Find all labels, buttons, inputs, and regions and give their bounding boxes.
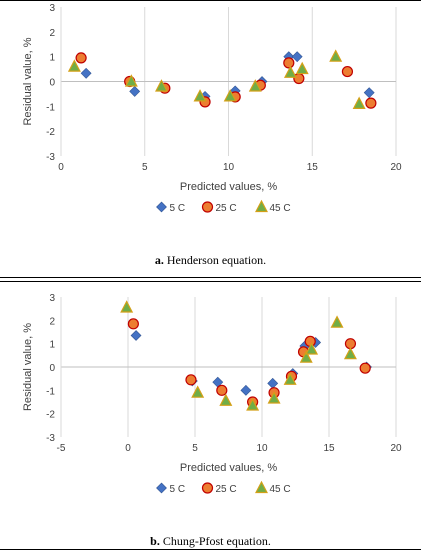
data-point-triangle xyxy=(330,315,344,328)
data-point-circle xyxy=(185,374,197,386)
data-point-triangle xyxy=(191,385,205,398)
data-point-circle xyxy=(127,318,139,330)
legend-label: 25 C xyxy=(216,203,237,214)
y-tick-label: -1 xyxy=(46,102,55,113)
y-tick-label: -2 xyxy=(46,410,55,421)
y-axis-label: Residual value, % xyxy=(22,323,34,411)
data-point-circle xyxy=(75,52,87,64)
data-point-triangle xyxy=(283,372,297,385)
data-point-diamond xyxy=(291,51,303,63)
henderson-chart: -3 -2 -1 0 1 2 3 0 5 10 15 20 Predicted values, % Res… xyxy=(0,3,421,268)
data-point-circle xyxy=(359,362,371,374)
y-tick-label: 2 xyxy=(49,28,55,39)
data-point-triangle xyxy=(155,79,168,92)
data-point-diamond xyxy=(267,377,279,389)
data-point-triangle xyxy=(305,342,319,355)
data-point-diamond xyxy=(130,330,142,341)
data-point-diamond xyxy=(80,67,92,79)
y-tick-label: 3 xyxy=(49,293,55,304)
data-point-triangle xyxy=(67,59,81,72)
data-point-triangle xyxy=(246,398,260,411)
data-point-triangle xyxy=(299,350,313,363)
y-tick-label: 3 xyxy=(49,3,55,14)
x-tick-label: 15 xyxy=(307,162,319,173)
chung-pfost-chart: -3 -2 -1 0 1 2 3 -5 0 5 10 15 20 Predicted values, % R… xyxy=(0,281,421,550)
data-point-circle xyxy=(283,57,295,69)
data-point-triangle xyxy=(120,300,134,313)
divider xyxy=(0,281,421,282)
y-tick-label: 1 xyxy=(49,53,55,64)
legend-marker-circle xyxy=(201,201,214,213)
legend-label: 5 C xyxy=(170,484,186,495)
caption-text: Henderson equation. xyxy=(166,253,267,267)
data-point-triangle xyxy=(283,65,297,78)
data-point-triangle xyxy=(219,393,233,406)
x-tick-label: 10 xyxy=(256,443,268,454)
x-tick-label: 0 xyxy=(58,162,64,173)
data-point-circle xyxy=(365,97,377,109)
data-point-triangle xyxy=(295,61,309,75)
chung-pfost-caption: b. Chung-Pfost equation. xyxy=(0,534,421,549)
x-tick-label: 5 xyxy=(192,443,198,454)
data-point-triangle xyxy=(223,89,237,102)
legend-label: 5 C xyxy=(170,203,186,214)
y-tick-label: 0 xyxy=(49,363,55,374)
legend-label: 45 C xyxy=(270,203,291,214)
legend-marker-triangle xyxy=(255,480,268,494)
legend-label: 45 C xyxy=(270,484,291,495)
x-tick-label: 10 xyxy=(223,162,235,173)
legend-marker-diamond xyxy=(156,201,167,213)
data-point-triangle xyxy=(248,79,262,92)
x-axis-label: Predicted values, % xyxy=(180,462,277,474)
x-tick-label: 20 xyxy=(390,162,402,173)
data-point-circle xyxy=(216,384,228,396)
data-point-triangle xyxy=(267,391,281,404)
henderson-caption: a. Henderson equation. xyxy=(0,253,421,268)
data-point-diamond xyxy=(240,384,252,396)
y-tick-label: 2 xyxy=(49,316,55,327)
y-tick-label: -3 xyxy=(46,433,55,444)
y-axis-label: Residual value, % xyxy=(22,37,34,125)
caption-label: a. xyxy=(154,253,164,267)
y-tick-label: -3 xyxy=(46,152,55,163)
legend-marker-diamond xyxy=(156,482,167,494)
data-point-triangle xyxy=(352,96,366,109)
data-point-diamond xyxy=(363,87,375,99)
data-point-circle xyxy=(341,65,354,78)
legend-label: 25 C xyxy=(216,484,237,495)
data-point-triangle xyxy=(329,49,343,62)
x-tick-label: 20 xyxy=(390,443,402,454)
y-tick-label: -2 xyxy=(46,127,55,138)
chung-pfost-chart-plot: -3 -2 -1 0 1 2 3 -5 0 5 10 15 20 Predicted values, % R… xyxy=(22,293,402,495)
x-tick-label: -5 xyxy=(57,443,66,454)
x-tick-label: 15 xyxy=(323,443,335,454)
divider xyxy=(0,277,421,278)
henderson-chart-plot: -3 -2 -1 0 1 2 3 0 5 10 15 20 Predicted values, % Res… xyxy=(22,3,402,214)
caption-label: b. xyxy=(150,534,160,548)
data-point-triangle xyxy=(124,74,138,87)
x-tick-label: 0 xyxy=(125,443,131,454)
y-tick-label: 0 xyxy=(49,78,55,89)
x-tick-label: 5 xyxy=(142,162,148,173)
data-point-triangle xyxy=(343,346,357,360)
caption-text: Chung-Pfost equation. xyxy=(162,534,271,548)
data-point-triangle xyxy=(193,89,207,102)
legend-marker-circle xyxy=(201,482,214,494)
data-point-diamond xyxy=(129,86,141,97)
legend-marker-triangle xyxy=(255,199,268,213)
y-tick-label: 1 xyxy=(49,340,55,351)
top-border xyxy=(0,0,421,1)
x-axis-label: Predicted values, % xyxy=(180,181,277,193)
y-tick-label: -1 xyxy=(46,386,55,397)
